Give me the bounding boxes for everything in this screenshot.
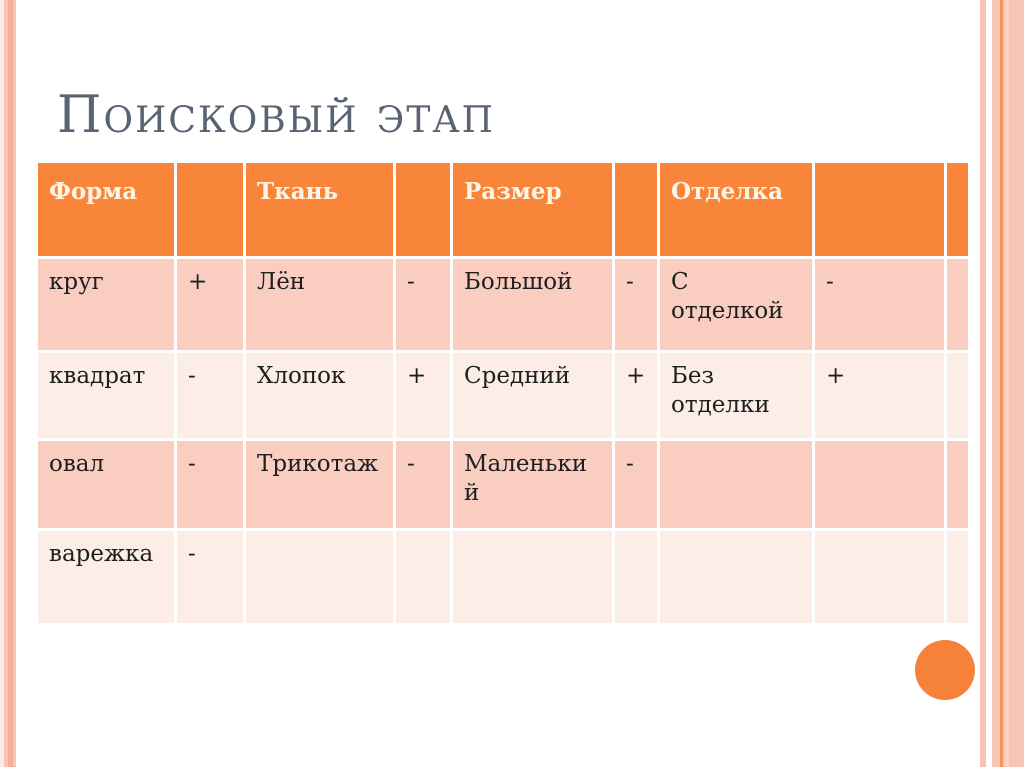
table-cell: - [396, 441, 450, 528]
table-cell: Хлопок [246, 353, 393, 438]
slide-title: Поисковый этап [57, 86, 495, 145]
table-cell [660, 531, 812, 623]
stripe [1005, 0, 1009, 767]
header-cell [815, 163, 944, 256]
table-cell: Лён [246, 259, 393, 350]
stripe [0, 0, 4, 767]
stripe [980, 0, 986, 767]
table-cell: Трикотаж [246, 441, 393, 528]
header-cell [947, 163, 968, 256]
table-cell [947, 353, 968, 438]
table-cell: - [396, 259, 450, 350]
stripe [4, 0, 8, 767]
table-cell: круг [38, 259, 174, 350]
table-cell: Без отделки [660, 353, 812, 438]
table-cell: + [815, 353, 944, 438]
stripe [1003, 0, 1005, 767]
table-cell [396, 531, 450, 623]
stripe [13, 0, 16, 767]
table-cell: - [615, 441, 657, 528]
header-cell: Отделка [660, 163, 812, 256]
table-cell: - [177, 441, 243, 528]
stripe [1000, 0, 1003, 767]
search-stage-table: Форма Ткань Размер Отделка круг + Лён - Большой -… [38, 163, 968, 623]
table-cell [453, 531, 612, 623]
table-cell [947, 531, 968, 623]
table-cell: - [177, 353, 243, 438]
decorative-circle [915, 640, 975, 700]
header-cell [615, 163, 657, 256]
table-cell: - [615, 259, 657, 350]
table-cell: Большой [453, 259, 612, 350]
table-cell: - [815, 259, 944, 350]
table-cell: + [177, 259, 243, 350]
header-cell: Форма [38, 163, 174, 256]
table-cell: Средний [453, 353, 612, 438]
table-cell [947, 259, 968, 350]
table-cell: квадрат [38, 353, 174, 438]
stripe [8, 0, 13, 767]
header-cell [396, 163, 450, 256]
table-cell: + [615, 353, 657, 438]
table-cell: Маленьки й [453, 441, 612, 528]
stripe [1009, 0, 1024, 767]
table-cell: + [396, 353, 450, 438]
table-cell: варежка [38, 531, 174, 623]
header-cell: Ткань [246, 163, 393, 256]
header-cell: Размер [453, 163, 612, 256]
table-cell [660, 441, 812, 528]
table-cell: - [177, 531, 243, 623]
table-cell [947, 441, 968, 528]
table-cell: С отделкой [660, 259, 812, 350]
table-cell: овал [38, 441, 174, 528]
stripe [992, 0, 1000, 767]
header-cell [177, 163, 243, 256]
table-cell [815, 441, 944, 528]
table-cell [615, 531, 657, 623]
table-cell [815, 531, 944, 623]
table-cell [246, 531, 393, 623]
